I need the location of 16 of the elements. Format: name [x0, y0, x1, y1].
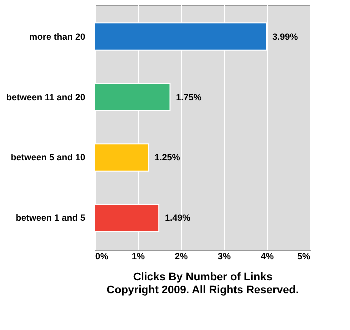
x-tick-label: 2% — [174, 252, 188, 262]
y-tick-label: between 1 and 5 — [16, 213, 86, 224]
x-tick-label: 1% — [132, 252, 146, 262]
y-tick-label: more than 20 — [29, 32, 86, 42]
data-label: 1.25% — [154, 152, 180, 163]
text: Copyright 2009. All Rights Reserved. — [106, 284, 300, 296]
data-label: 1.49% — [165, 213, 191, 224]
x-tick-label: 3% — [218, 252, 232, 262]
x-tick-label: 0% — [96, 252, 109, 262]
data-label: 3.99% — [272, 32, 298, 42]
x-tick-label: 4% — [260, 252, 274, 262]
data-label: 1.75% — [176, 92, 202, 102]
x-tick-label: 5% — [297, 252, 310, 262]
y-tick-label: between 5 and 10 — [10, 152, 86, 163]
x-axis-title: Clicks By Number of Links — [133, 272, 273, 284]
y-tick-label: between 11 and 20 — [6, 92, 86, 102]
